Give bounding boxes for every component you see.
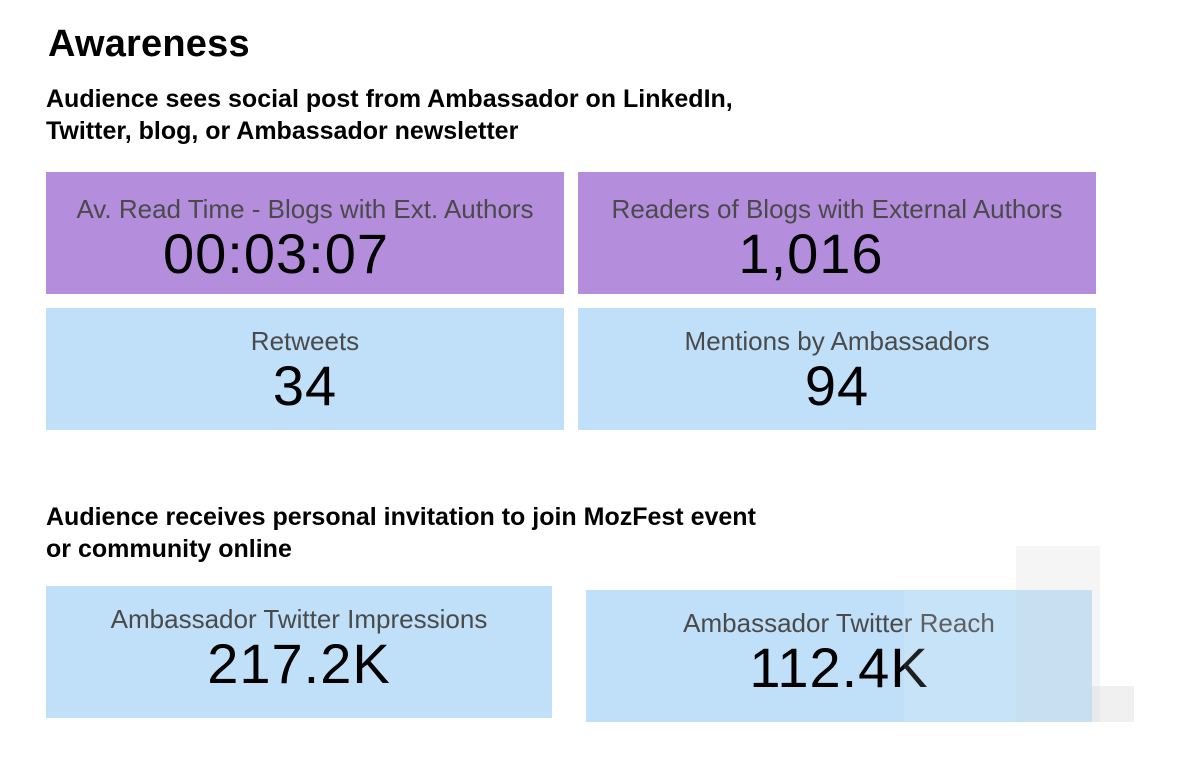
overlay-artifact	[904, 590, 1092, 722]
scorecard-twitter-reach: Ambassador Twitter Reach 112.4K	[586, 590, 1092, 722]
scorecard-twitter-impressions: Ambassador Twitter Impressions 217.2K	[46, 586, 552, 718]
scorecard-value: 00:03:07	[163, 222, 389, 285]
scorecard-value: 112.4K	[749, 636, 929, 699]
scorecard-blog-readers: Readers of Blogs with External Authors 1…	[578, 172, 1096, 294]
scorecard-value: 217.2K	[207, 632, 391, 695]
overlay-artifact	[1092, 686, 1134, 722]
scorecard-value: 1,016	[738, 222, 884, 285]
scorecard-mentions: Mentions by Ambassadors 94	[578, 308, 1096, 430]
scorecard-label: Readers of Blogs with External Authors	[611, 194, 1063, 224]
scorecard-label: Ambassador Twitter Reach	[683, 608, 995, 638]
overlay-artifact	[1016, 546, 1100, 722]
section-heading-social-post: Audience sees social post from Ambassado…	[46, 85, 733, 145]
scorecard-avg-read-time: Av. Read Time - Blogs with Ext. Authors …	[46, 172, 564, 294]
scorecard-label: Mentions by Ambassadors	[684, 326, 990, 356]
scorecard-value: 34	[272, 354, 338, 417]
scorecard-value: 94	[804, 354, 870, 417]
scorecard-label: Av. Read Time - Blogs with Ext. Authors	[76, 194, 534, 224]
scorecard-retweets: Retweets 34	[46, 308, 564, 430]
scorecard-label: Retweets	[250, 326, 360, 356]
page-title: Awareness	[48, 23, 250, 65]
section-heading-personal-invitation: Audience receives personal invitation to…	[46, 503, 756, 563]
scorecard-label: Ambassador Twitter Impressions	[110, 604, 488, 634]
